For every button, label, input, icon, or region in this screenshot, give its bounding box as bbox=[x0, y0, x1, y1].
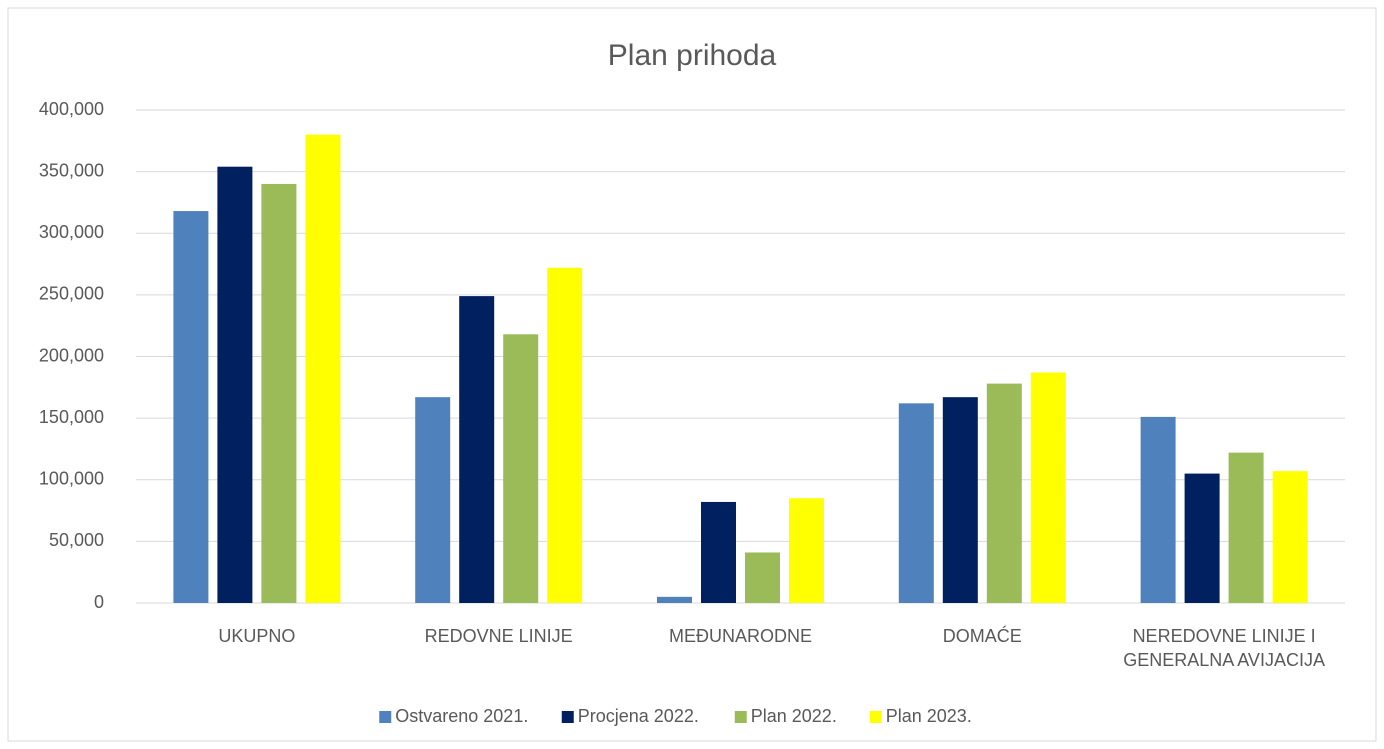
bar bbox=[217, 166, 253, 603]
legend-label: Procjena 2022. bbox=[578, 706, 699, 726]
bar bbox=[745, 552, 780, 603]
y-tick-label: 400,000 bbox=[39, 99, 104, 119]
bar bbox=[459, 296, 495, 603]
bar bbox=[898, 403, 934, 603]
y-tick-label: 50,000 bbox=[49, 530, 104, 550]
bar bbox=[1030, 372, 1066, 603]
bar bbox=[547, 267, 583, 603]
bar bbox=[1228, 452, 1264, 603]
y-tick-label: 150,000 bbox=[39, 407, 104, 427]
x-tick-label: UKUPNO bbox=[218, 626, 296, 646]
bar bbox=[942, 397, 978, 603]
bar bbox=[1272, 471, 1308, 603]
bar bbox=[701, 501, 736, 603]
bar bbox=[789, 498, 824, 603]
y-tick-label: 350,000 bbox=[39, 160, 104, 180]
legend-swatch bbox=[869, 711, 882, 723]
y-tick-label: 300,000 bbox=[39, 222, 104, 242]
legend-label: Ostvareno 2021. bbox=[395, 706, 528, 726]
legend-swatch bbox=[379, 711, 392, 723]
bar bbox=[657, 596, 692, 603]
y-tick-label: 100,000 bbox=[39, 469, 104, 489]
x-tick-label: NEREDOVNE LINIJE I GENERALNA AVIJACIJA bbox=[1123, 626, 1325, 670]
bar bbox=[1184, 473, 1220, 603]
bar bbox=[261, 183, 297, 603]
chart-title: Plan prihoda bbox=[608, 39, 777, 72]
bar bbox=[986, 383, 1022, 603]
x-tick-label: REDOVNE LINIJE bbox=[424, 626, 573, 646]
legend-swatch bbox=[734, 711, 747, 723]
x-tick-label: MEĐUNARODNE bbox=[668, 626, 812, 646]
legend-label: Plan 2023. bbox=[886, 706, 972, 726]
y-tick-label: 0 bbox=[94, 592, 104, 612]
bar bbox=[503, 334, 539, 603]
bar bbox=[173, 211, 209, 603]
y-tick-label: 200,000 bbox=[39, 345, 104, 365]
bar bbox=[1140, 416, 1176, 603]
legend-label: Plan 2022. bbox=[751, 706, 837, 726]
bar bbox=[305, 134, 341, 603]
x-tick-label: DOMAĆE bbox=[942, 626, 1022, 646]
legend-swatch bbox=[561, 711, 574, 723]
y-tick-label: 250,000 bbox=[39, 284, 104, 304]
bar bbox=[415, 397, 451, 603]
